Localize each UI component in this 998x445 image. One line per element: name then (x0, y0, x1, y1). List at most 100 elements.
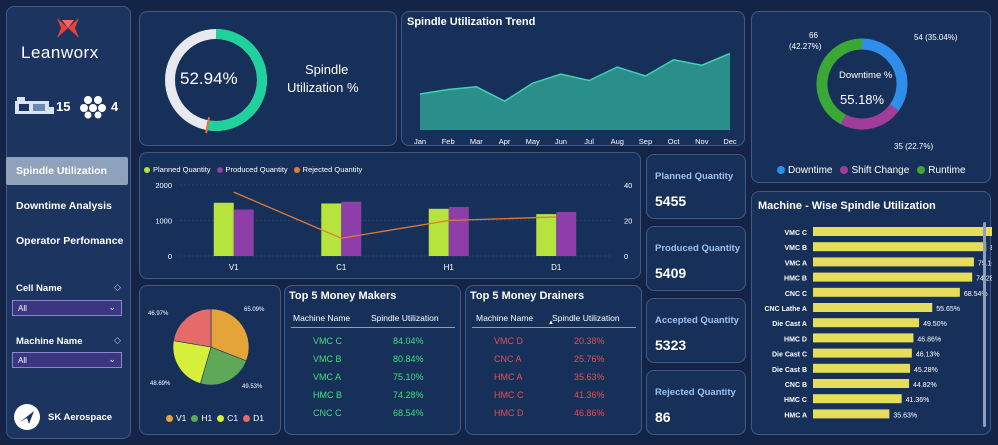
machine-wise-bar[interactable] (813, 348, 912, 358)
machine-name-cell: CNC A (494, 354, 522, 364)
machine-name-cell: HMC A (494, 372, 523, 382)
machine-wise-bar[interactable] (813, 379, 910, 388)
machine-wise-category: VMC A (785, 260, 807, 267)
legend-downtime[interactable]: Downtime (777, 165, 832, 176)
legend-produced[interactable]: Produced Quantity (216, 165, 288, 174)
machine-name-cell: HMC D (494, 408, 524, 418)
x-category-tick: C1 (336, 263, 347, 272)
spindle-utilization-label-1: Spindle (305, 62, 349, 77)
y-right-tick: 20 (624, 217, 632, 226)
pie-slice-d1[interactable] (173, 308, 212, 348)
downtime-donut (816, 38, 908, 130)
nav-downtime-analysis[interactable]: Downtime Analysis (16, 200, 112, 212)
spindle-utilization-value: 52.94% (180, 69, 238, 88)
downtime-segment[interactable] (861, 38, 908, 111)
pie-legend: V1 H1 C1 D1 (166, 413, 264, 423)
legend-runtime[interactable]: Runtime (917, 165, 966, 176)
machine-name-dropdown[interactable]: All ⌄ (12, 352, 122, 368)
legend-shift-change[interactable]: Shift Change (840, 165, 909, 176)
y-right-tick: 0 (624, 252, 628, 261)
y-left-tick: 1000 (155, 217, 172, 226)
cell-pie-chart (172, 308, 250, 386)
machine-wise-bar[interactable] (813, 363, 911, 373)
legend-d1[interactable]: D1 (243, 413, 264, 423)
chevron-down-icon: ⌄ (108, 302, 116, 312)
kpi-produced-label: Produced Quantity (655, 243, 740, 254)
machine-wise-bar[interactable] (813, 272, 973, 282)
money-drainers-title: Top 5 Money Drainers (470, 290, 585, 302)
machine-wise-bar[interactable] (813, 409, 890, 419)
downtime-card: Downtime % 55.18% 66 (42.27%) 54 (35.04%… (751, 11, 991, 183)
legend-h1[interactable]: H1 (191, 413, 212, 423)
machine-wise-category: HMC C (784, 397, 807, 404)
machine-wise-category: CNC Lathe A (764, 306, 807, 313)
y-left-tick: 0 (168, 252, 172, 261)
bar-planned[interactable] (428, 208, 449, 256)
kpi-planned-label: Planned Quantity (655, 171, 734, 182)
kpi-rejected-label: Rejected Quantity (655, 387, 736, 398)
machine-wise-bar[interactable] (813, 227, 992, 236)
bar-planned[interactable] (213, 202, 234, 256)
machine-wise-bar[interactable] (813, 333, 914, 343)
machine-wise-bar[interactable] (813, 394, 902, 404)
legend-c1[interactable]: C1 (217, 413, 238, 423)
machine-name-clear-icon[interactable]: ◇ (114, 335, 121, 345)
kpi-accepted-value: 5323 (655, 337, 687, 353)
legend-rejected[interactable]: Rejected Quantity (293, 165, 362, 174)
machine-name-label: Machine Name (16, 336, 83, 347)
pie-slice-c1[interactable] (172, 340, 212, 384)
pie-slice-v1[interactable] (210, 308, 250, 362)
cell-name-dropdown[interactable]: All ⌄ (12, 300, 122, 316)
utilization-cell: 20.38% (574, 336, 605, 346)
trend-title: Spindle Utilization Trend (407, 16, 536, 28)
bar-produced[interactable] (556, 211, 577, 256)
cell-name-clear-icon[interactable]: ◇ (114, 282, 121, 292)
downtime-legend: Downtime Shift Change Runtime (777, 165, 966, 176)
col-spindle-utilization[interactable]: Spindle Utilization (371, 313, 439, 323)
trend-x-tick: Dec (723, 137, 737, 146)
trend-x-tick: Apr (499, 137, 511, 146)
trend-x-tick: Aug (611, 137, 624, 146)
shift-change-segment[interactable] (840, 104, 899, 130)
cell-name-value: All (18, 304, 27, 313)
machine-wise-category: VMC C (784, 230, 807, 237)
machine-wise-value-label: 46.86% (917, 336, 941, 343)
scrollbar[interactable] (983, 222, 986, 427)
trend-x-tick: Oct (668, 137, 681, 146)
machine-wise-value-label: 35.63% (893, 412, 917, 419)
nav-spindle-utilization[interactable]: Spindle Utilization (6, 157, 128, 185)
utilization-cell: 46.86% (574, 408, 605, 418)
trend-x-tick: Mar (470, 137, 483, 146)
bar-produced[interactable] (341, 201, 362, 256)
cells-count: 4 (111, 99, 119, 114)
quantity-combo-card: Planned Quantity Produced Quantity Rejec… (139, 152, 641, 279)
machine-icon (15, 97, 54, 114)
bar-produced[interactable] (448, 207, 469, 256)
machine-wise-bar[interactable] (813, 303, 933, 312)
header-divider (291, 327, 455, 328)
machine-wise-value-label: 46.13% (916, 352, 940, 359)
runtime-segment[interactable] (816, 38, 863, 125)
machine-wise-bar[interactable] (813, 318, 920, 328)
y-right-tick: 40 (624, 181, 632, 190)
downtime-center-value: 55.18% (840, 92, 885, 107)
machine-wise-bar[interactable] (813, 287, 960, 297)
machine-name-value: All (18, 356, 27, 365)
pie-slice-h1[interactable] (200, 346, 247, 386)
nav-operator-performance[interactable]: Operator Perfomance (16, 235, 124, 247)
bar-planned[interactable] (536, 214, 557, 256)
machine-wise-bar[interactable] (813, 257, 974, 267)
trend-x-tick: Feb (442, 137, 455, 146)
utilization-cell: 68.54% (393, 408, 424, 418)
col-machine-name[interactable]: Machine Name (476, 313, 534, 323)
legend-planned[interactable]: Planned Quantity (144, 165, 211, 174)
col-spindle-utilization[interactable]: Spindle Utilization (552, 313, 620, 323)
trend-line (419, 52, 731, 103)
col-machine-name[interactable]: Machine Name (293, 313, 351, 323)
sort-ascending-icon[interactable]: ▲ (548, 320, 554, 326)
legend-v1[interactable]: V1 (166, 413, 186, 423)
bar-planned[interactable] (321, 203, 342, 256)
bar-produced[interactable] (233, 209, 254, 256)
machine-wise-bar[interactable] (813, 242, 987, 252)
